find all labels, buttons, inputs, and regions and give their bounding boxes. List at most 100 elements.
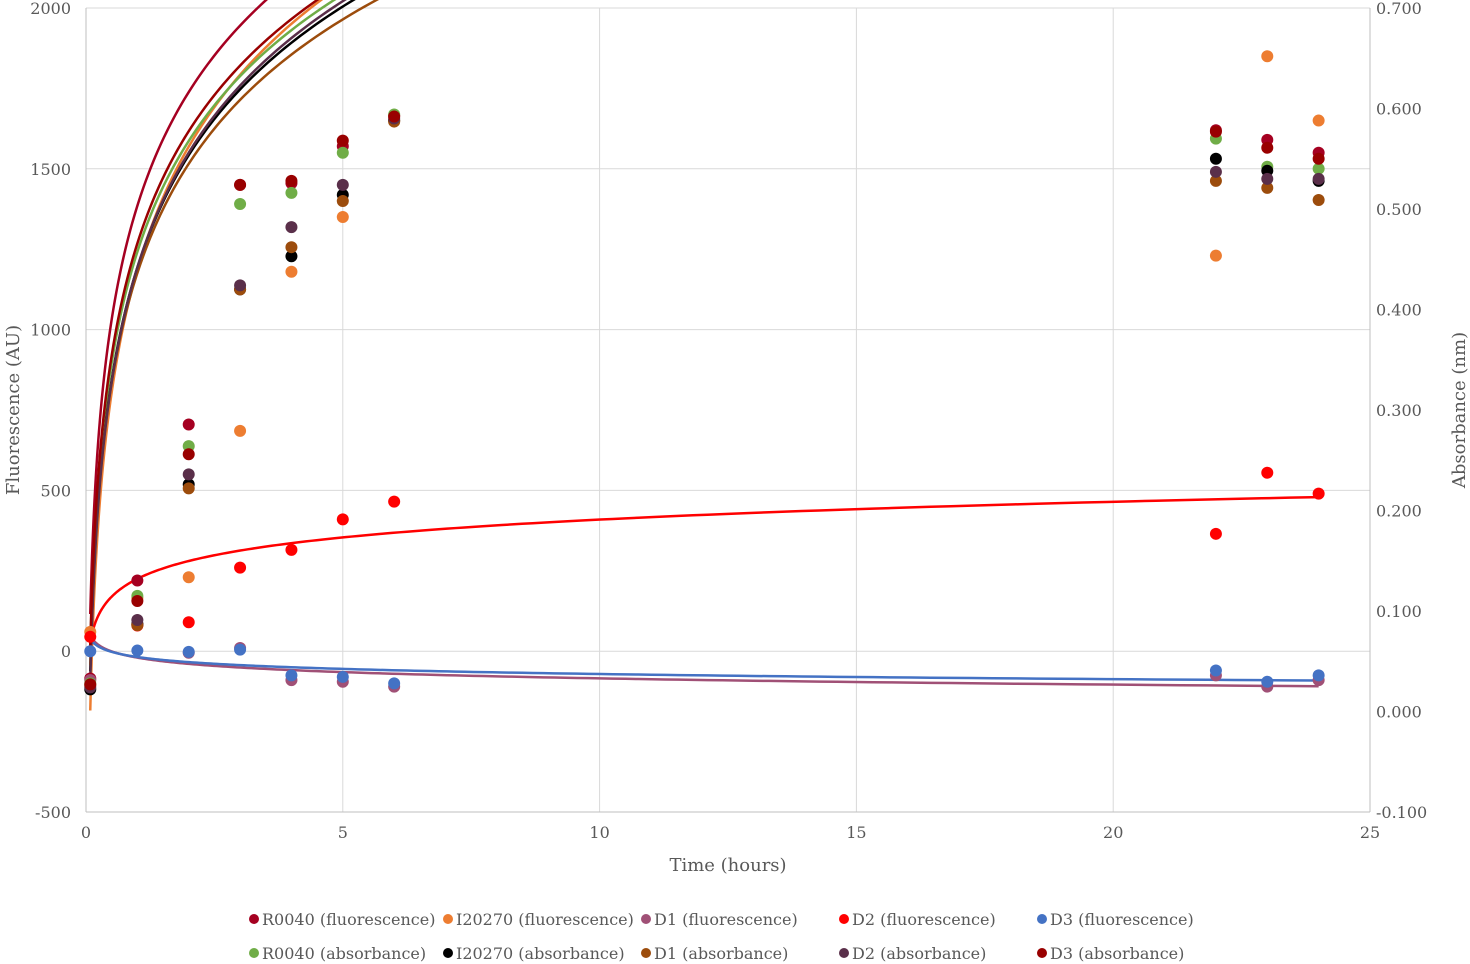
data-point: [1261, 50, 1274, 63]
axes: [85, 8, 1371, 813]
x-tick-label: 0: [81, 823, 91, 842]
data-point: [182, 418, 195, 431]
data-point: [234, 279, 247, 292]
legend-label: D1 (absorbance): [654, 944, 788, 963]
data-point: [182, 616, 195, 629]
data-point: [336, 513, 349, 526]
legend-marker: [839, 948, 849, 958]
trendline: [89, 0, 268, 615]
data-point: [1261, 675, 1274, 688]
data-point: [336, 670, 349, 683]
legend: R0040 (fluorescence) I20270 (fluorescence…: [249, 910, 1194, 963]
legend-marker: [249, 948, 259, 958]
legend-label: R0040 (absorbance): [262, 944, 426, 963]
data-point: [182, 645, 195, 658]
data-point: [182, 571, 195, 584]
legend-marker: [1037, 914, 1047, 924]
data-point: [388, 110, 401, 123]
data-point: [131, 574, 144, 587]
data-point: [234, 424, 247, 437]
data-points: [84, 50, 1325, 696]
y2-tick-label: 0.600: [1376, 100, 1422, 119]
data-point: [336, 146, 349, 159]
y-tick-label: 2000: [30, 0, 71, 18]
data-point: [1209, 527, 1222, 540]
data-point: [285, 543, 298, 556]
data-point: [1312, 487, 1325, 500]
data-point: [1312, 669, 1325, 682]
data-point: [336, 178, 349, 191]
trendline: [89, 0, 337, 650]
trendline: [89, 637, 1319, 682]
data-point: [1209, 174, 1222, 187]
data-point: [336, 194, 349, 207]
data-point: [1261, 181, 1274, 194]
data-point: [336, 211, 349, 224]
data-point: [388, 495, 401, 508]
trendlines: [89, 0, 1319, 711]
data-point: [182, 482, 195, 495]
legend-label: R0040 (fluorescence): [262, 910, 435, 929]
data-point: [285, 669, 298, 682]
y2-tick-label: 0.100: [1376, 602, 1422, 621]
trendline: [89, 0, 324, 711]
trendline: [89, 0, 347, 680]
data-point: [84, 645, 97, 658]
legend-label: I20270 (absorbance): [456, 944, 625, 963]
data-point: [285, 250, 298, 263]
data-point: [1312, 114, 1325, 127]
y2-tick-label: 0.700: [1376, 0, 1422, 18]
x-tick-label: 10: [589, 823, 609, 842]
data-point: [1209, 664, 1222, 677]
x-tick-label: 20: [1103, 823, 1123, 842]
y-tick-label: 1500: [30, 160, 71, 179]
data-point: [1261, 172, 1274, 185]
data-point: [131, 614, 144, 627]
data-point: [388, 677, 401, 690]
data-point: [1261, 141, 1274, 154]
y2-tick-label: 0.500: [1376, 200, 1422, 219]
data-point: [1261, 466, 1274, 479]
data-point: [1209, 152, 1222, 165]
data-point: [131, 594, 144, 607]
data-point: [1312, 152, 1325, 165]
x-tick-label: 25: [1360, 823, 1380, 842]
legend-label: D1 (fluorescence): [654, 910, 798, 929]
trendline: [89, 0, 320, 647]
y-tick-label: 0: [61, 642, 71, 661]
data-point: [1312, 193, 1325, 206]
y-tick-label: 1000: [30, 321, 71, 340]
data-point: [234, 643, 247, 656]
trendline: [89, 0, 356, 672]
data-point: [234, 197, 247, 210]
data-point: [285, 221, 298, 234]
data-point: [1312, 172, 1325, 185]
data-point: [131, 644, 144, 657]
data-point: [1209, 165, 1222, 178]
legend-marker: [443, 948, 453, 958]
legend-label: D2 (fluorescence): [852, 910, 996, 929]
data-point: [285, 241, 298, 254]
trendline: [89, 0, 380, 666]
legend-marker: [443, 914, 453, 924]
data-point: [285, 186, 298, 199]
data-point: [1209, 125, 1222, 138]
tick-labels: 0 5 10 15 20 25 -500 0 500 1000 1500 2000 -0.100 0.00…: [30, 0, 1427, 842]
trendline: [89, 495, 1319, 644]
y2-axis-title: Absorbance (nm): [1449, 332, 1470, 489]
x-tick-label: 15: [846, 823, 866, 842]
legend-marker: [249, 914, 259, 924]
legend-marker: [641, 914, 651, 924]
y2-tick-label: 0.000: [1376, 703, 1422, 722]
legend-marker: [839, 914, 849, 924]
y-tick-label: 500: [40, 481, 71, 500]
data-point: [1312, 162, 1325, 175]
y2-tick-label: -0.100: [1376, 803, 1427, 822]
x-tick-label: 5: [338, 823, 348, 842]
x-axis-title: Time (hours): [669, 855, 786, 876]
legend-label: D3 (absorbance): [1050, 944, 1184, 963]
y-tick-label: -500: [35, 803, 71, 822]
legend-marker: [1037, 948, 1047, 958]
data-point: [234, 178, 247, 191]
data-point: [336, 134, 349, 147]
